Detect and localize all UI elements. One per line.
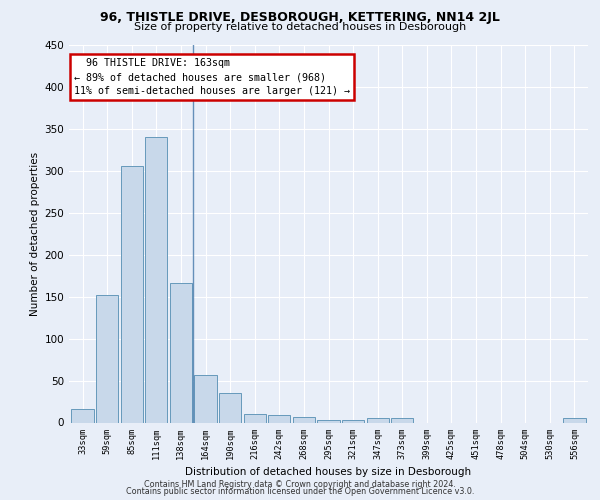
Bar: [268, 415, 290, 422]
Bar: [244, 414, 266, 422]
Text: Contains HM Land Registry data © Crown copyright and database right 2024.: Contains HM Land Registry data © Crown c…: [144, 480, 456, 489]
Text: 96, THISTLE DRIVE, DESBOROUGH, KETTERING, NN14 2JL: 96, THISTLE DRIVE, DESBOROUGH, KETTERING…: [100, 11, 500, 24]
Text: 96 THISTLE DRIVE: 163sqm
← 89% of detached houses are smaller (968)
11% of semi-: 96 THISTLE DRIVE: 163sqm ← 89% of detach…: [74, 58, 350, 96]
Bar: [96, 295, 118, 422]
Bar: [317, 420, 340, 422]
Bar: [367, 418, 389, 422]
X-axis label: Distribution of detached houses by size in Desborough: Distribution of detached houses by size …: [185, 467, 472, 477]
Bar: [342, 420, 364, 422]
Bar: [293, 418, 315, 422]
Text: Size of property relative to detached houses in Desborough: Size of property relative to detached ho…: [134, 22, 466, 32]
Text: Contains public sector information licensed under the Open Government Licence v3: Contains public sector information licen…: [126, 488, 474, 496]
Bar: [391, 418, 413, 422]
Y-axis label: Number of detached properties: Number of detached properties: [30, 152, 40, 316]
Bar: [219, 393, 241, 422]
Bar: [194, 374, 217, 422]
Bar: [121, 166, 143, 422]
Bar: [170, 283, 192, 422]
Bar: [563, 418, 586, 422]
Bar: [71, 409, 94, 422]
Bar: [145, 138, 167, 422]
